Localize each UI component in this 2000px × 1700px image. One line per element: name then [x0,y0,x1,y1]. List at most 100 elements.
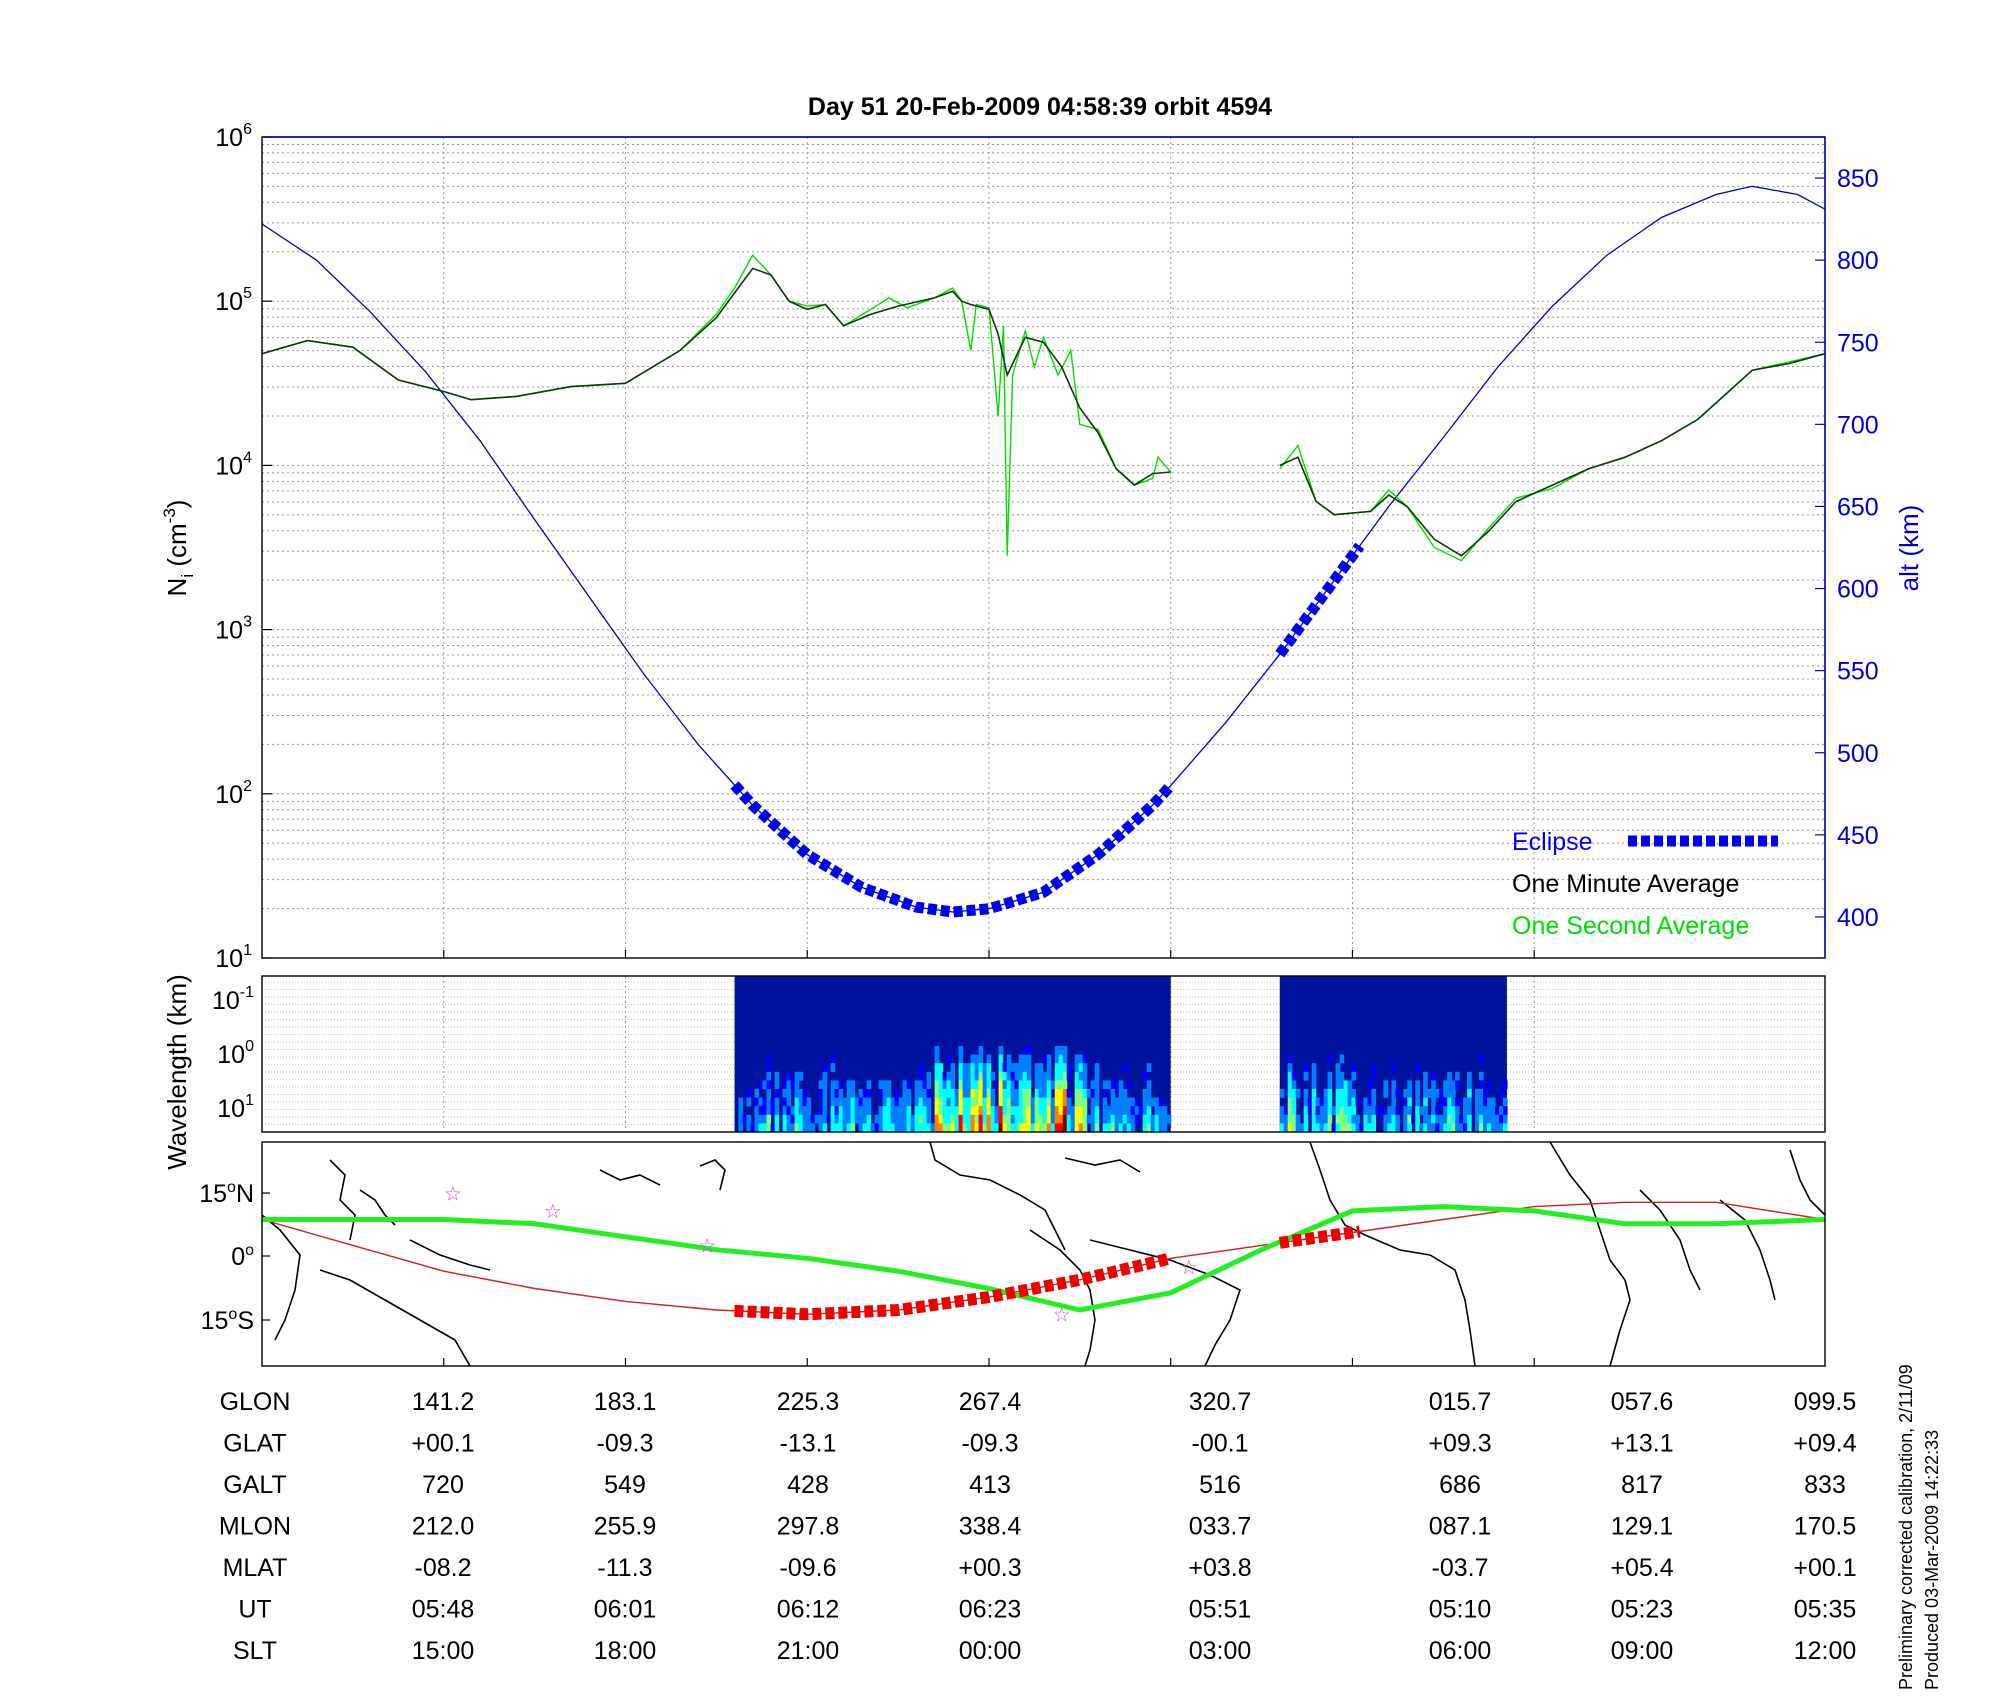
spectrogram-cell [970,1054,976,1064]
spectrogram-cell [1347,1080,1353,1090]
table-cell: 18:00 [594,1637,657,1665]
table-cell: 015.7 [1429,1388,1492,1416]
spectrogram-cell [1351,1114,1357,1124]
spectrogram-cell [810,1114,816,1124]
spectrogram-cell [882,1097,888,1107]
spectrogram-cell [1078,1089,1084,1098]
spectrogram-cell [966,1089,972,1098]
spectrogram-cell [886,1080,892,1090]
spectrogram-cell [794,1114,800,1124]
spectrogram-cell [838,1089,844,1098]
spectrogram-cell [1118,1123,1124,1133]
spectrogram-cell [1475,1089,1480,1098]
spectrogram-cell [1367,1080,1373,1090]
spectrogram-cell [958,1097,964,1107]
spectrogram-cell [1118,1106,1124,1115]
spectrogram-cell [1026,1097,1032,1107]
y2-tick-label: 600 [1837,576,1879,604]
spectrogram-cell [954,1114,960,1124]
spectrogram-cell [1415,1097,1420,1107]
spectrogram-cell [902,1123,908,1133]
spectrogram-cell [938,1106,944,1115]
spectrogram-cell [1046,1123,1052,1133]
map-area [262,1142,1825,1366]
spectrogram-cell [1078,1106,1084,1115]
spectrogram-cell [822,1080,828,1090]
spectrogram-cell [902,1106,908,1115]
spectrogram-cell [890,1106,896,1115]
spectrogram-cell [1447,1080,1452,1090]
spectrogram-cell [1054,1054,1060,1064]
spectrogram-cell [958,1114,964,1124]
spectrogram-cell [1066,1123,1072,1133]
spectrogram-cell [906,1114,912,1124]
spectrogram-cell [1142,1089,1148,1098]
spectrogram-cell [1154,1097,1160,1107]
spectrogram-cell [946,1071,952,1081]
spectrogram-cell [1287,1089,1293,1098]
spectrogram-cell [1387,1106,1392,1115]
y-axis-label: Ni (cm-3) [160,500,197,597]
spectrogram-cell [1287,1080,1293,1090]
spectrogram-cell [854,1114,860,1124]
spectrogram-cell [962,1114,968,1124]
spectrogram-cell [1082,1089,1088,1098]
spectrogram-cell [746,1114,752,1124]
table-cell: 03:00 [1189,1637,1252,1665]
spectrogram-cell [806,1114,812,1124]
spectrogram-cell [1335,1071,1341,1081]
spectrogram-cell [1343,1114,1349,1124]
spectrogram-cell [1423,1089,1428,1098]
spectrogram-cell [1467,1071,1472,1081]
spectrogram-cell [926,1089,932,1098]
spectrogram-cell [802,1106,808,1115]
spectrogram-cell [1491,1097,1496,1107]
spectrogram-cell [854,1097,860,1107]
spectrogram-cell [898,1106,904,1115]
table-row-label: MLON [219,1513,291,1541]
spectrogram-cell [1311,1106,1317,1115]
spectrogram-cell [1062,1106,1068,1115]
spectrogram-cell [1130,1123,1136,1133]
spectrogram-cell [1499,1089,1504,1098]
spectrogram-cell [878,1106,884,1115]
spectrogram-cell [1002,1063,1008,1072]
spectrogram-cell [1078,1063,1084,1072]
spectrogram-cell [870,1123,876,1133]
spectrogram-cell [1002,1071,1008,1081]
table-row-label: SLT [233,1637,277,1665]
spectrogram-cell [1146,1123,1152,1133]
table-cell: 225.3 [777,1388,840,1416]
spectrogram-cell [1483,1089,1488,1098]
spectrogram-cell [862,1123,868,1133]
spectrogram-cell [898,1123,904,1133]
spectrogram-cell [1351,1097,1357,1107]
spectrogram-cell [754,1097,760,1107]
table-cell: -13.1 [780,1430,837,1458]
spectrogram-cell [1323,1123,1329,1133]
spectrogram-cell [790,1106,796,1115]
spectrogram-cell [978,1080,984,1090]
spectrogram-cell [1307,1106,1313,1115]
coastline [1789,1149,1826,1216]
spectrogram-cell [934,1080,940,1090]
spectrogram-cell [1022,1114,1028,1124]
table-cell: 06:01 [594,1596,657,1624]
spectrogram-cell [902,1114,908,1124]
spectrogram-cell [1038,1106,1044,1115]
spectrogram-cell [954,1089,960,1098]
spectrogram-cell [1146,1089,1152,1098]
table-row-label: GALT [223,1471,286,1499]
spectrogram-cell [1078,1080,1084,1090]
spectrogram-cell [810,1123,816,1133]
spectrogram-cell [934,1089,940,1098]
spectrogram-cell [1022,1089,1028,1098]
spectrogram-cell [1287,1071,1293,1081]
spectrogram-cell [1042,1080,1048,1090]
spectrogram-cell [1431,1097,1436,1107]
spectrogram-cell [1387,1114,1392,1124]
spectrogram-cell [950,1114,956,1124]
spectrogram-cell [838,1097,844,1107]
spectrogram-cell [822,1071,828,1081]
spectrogram-cell [1010,1097,1016,1107]
